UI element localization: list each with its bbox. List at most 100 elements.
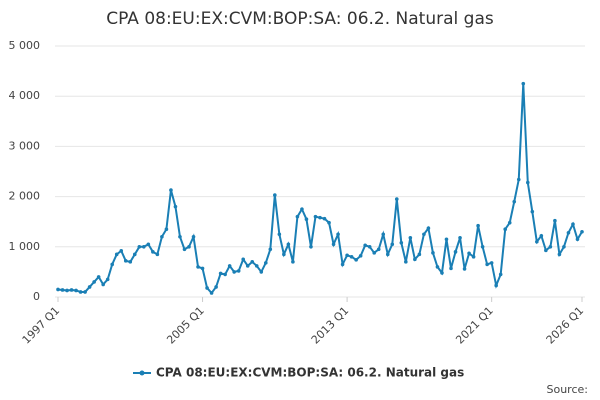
x-tick-label: 2013 Q1 xyxy=(309,304,352,347)
point xyxy=(191,234,196,239)
point xyxy=(553,218,557,223)
point xyxy=(69,288,74,292)
point xyxy=(110,262,115,267)
point xyxy=(544,248,548,253)
point xyxy=(92,280,96,284)
point xyxy=(571,222,575,227)
point xyxy=(164,227,169,232)
point xyxy=(309,245,313,249)
point xyxy=(580,229,584,234)
point xyxy=(431,251,435,255)
point xyxy=(394,197,399,201)
point xyxy=(507,220,512,225)
point xyxy=(128,260,133,264)
point xyxy=(336,232,340,237)
point xyxy=(390,242,395,247)
point xyxy=(60,288,65,292)
point xyxy=(318,215,322,220)
source: Source: xyxy=(547,383,589,396)
point xyxy=(78,290,83,294)
y-tick-label: 0 xyxy=(33,290,40,303)
x-tick-label: 2021 Q1 xyxy=(453,304,496,347)
y-tick-label: 2 000 xyxy=(9,190,41,203)
point xyxy=(548,245,553,249)
point xyxy=(530,209,535,214)
x-tick-label: 2026 Q1 xyxy=(544,304,587,347)
point xyxy=(254,264,259,268)
x-tick-label: 2005 Q1 xyxy=(164,304,207,347)
point xyxy=(87,285,92,289)
point xyxy=(114,252,119,257)
point xyxy=(471,255,476,259)
point xyxy=(200,266,205,271)
point xyxy=(340,262,345,267)
point xyxy=(286,242,291,247)
point xyxy=(367,245,372,249)
point xyxy=(494,283,498,288)
point xyxy=(137,245,142,249)
point xyxy=(291,260,295,264)
point xyxy=(417,252,422,257)
point xyxy=(182,247,187,252)
point xyxy=(426,226,431,231)
point xyxy=(322,216,327,221)
point xyxy=(435,265,440,269)
point xyxy=(232,270,236,274)
point xyxy=(74,288,78,293)
point xyxy=(205,286,209,290)
point xyxy=(227,264,232,268)
point xyxy=(169,188,173,192)
point xyxy=(250,260,255,264)
point xyxy=(209,291,214,295)
point xyxy=(331,242,336,247)
point xyxy=(142,245,146,249)
point xyxy=(151,250,155,254)
point xyxy=(101,282,105,287)
point xyxy=(539,233,544,238)
point xyxy=(399,240,404,245)
point xyxy=(376,247,381,252)
point xyxy=(223,272,227,277)
point xyxy=(146,242,151,247)
point xyxy=(160,234,164,239)
point xyxy=(467,251,471,256)
point xyxy=(236,269,241,273)
point xyxy=(268,247,273,252)
x-tick-label: 1997 Q1 xyxy=(20,304,63,347)
point xyxy=(363,243,367,248)
point xyxy=(345,253,349,258)
legend-label: CPA 08:EU:EX:CVM:BOP:SA: 06.2. Natural g… xyxy=(156,366,464,380)
point xyxy=(241,257,246,262)
point xyxy=(282,252,286,257)
point xyxy=(489,261,494,265)
point xyxy=(313,214,318,219)
point xyxy=(381,232,386,237)
point xyxy=(453,250,458,254)
point xyxy=(178,234,182,239)
point xyxy=(440,271,444,275)
point xyxy=(295,214,300,219)
point xyxy=(516,177,521,182)
point xyxy=(196,265,200,269)
point xyxy=(575,237,580,242)
point xyxy=(404,260,408,264)
chart-title: CPA 08:EU:EX:CVM:BOP:SA: 06.2. Natural g… xyxy=(106,9,494,29)
point xyxy=(304,217,309,221)
point xyxy=(503,227,508,232)
point xyxy=(245,264,250,268)
point xyxy=(566,230,571,235)
point xyxy=(119,249,124,253)
y-tick-label: 1 000 xyxy=(9,240,41,253)
point xyxy=(132,252,137,257)
point xyxy=(385,252,390,257)
point xyxy=(300,207,304,211)
point xyxy=(83,290,87,294)
point xyxy=(458,235,462,240)
point xyxy=(155,252,160,257)
point xyxy=(557,252,562,257)
point xyxy=(187,245,191,249)
point xyxy=(354,258,358,262)
point xyxy=(105,277,110,282)
y-tick-label: 4 000 xyxy=(9,89,41,102)
